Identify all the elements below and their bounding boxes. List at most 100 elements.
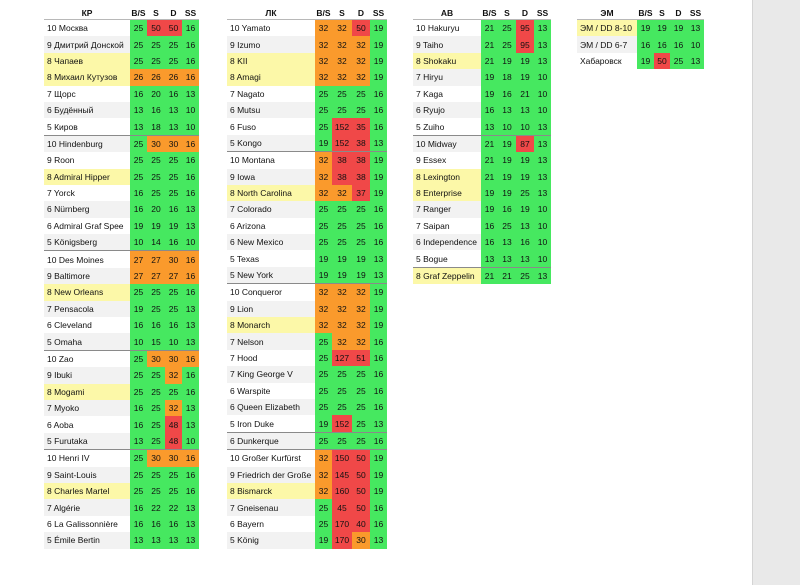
value-cell: 27 (147, 250, 165, 268)
value-cell: 21 (481, 52, 498, 70)
value-cell: 16 (516, 234, 534, 251)
value-cell: 16 (182, 134, 199, 153)
value-cell: 32 (315, 168, 332, 185)
value-cell: 32 (315, 449, 332, 467)
value-cell: 19 (516, 52, 534, 70)
class-header: ЛК (227, 6, 315, 20)
value-cell: 13 (182, 85, 199, 102)
ship-name: 5 Émile Bertin (44, 532, 130, 549)
value-cell: 10 (534, 101, 551, 119)
value-cell: 25 (130, 19, 147, 37)
value-cell: 25 (147, 432, 165, 450)
value-cell: 25 (130, 482, 147, 500)
value-cell: 25 (315, 349, 332, 367)
value-cell: 16 (182, 152, 199, 169)
ship-row: 10 Hakuryu 21 25 95 13 (413, 19, 551, 37)
value-cell: 16 (370, 382, 387, 399)
value-cell: 16 (481, 217, 498, 235)
ship-name: 5 Zuiho (416, 121, 445, 132)
column-header: D (165, 6, 182, 20)
value-cell: 25 (332, 101, 352, 119)
ship-row: 9 Lion 32 32 32 19 (227, 300, 387, 318)
value-cell: 38 (332, 168, 352, 185)
ship-row: 6 Warspite 25 25 25 16 (227, 382, 387, 399)
value-cell: 25 (147, 300, 165, 318)
ship-row: 9 Taiho 21 25 95 13 (413, 36, 551, 53)
ship-name: 5 Kongo (227, 134, 315, 152)
ship-name: 7 Algérie (44, 499, 130, 516)
value-cell: 19 (315, 134, 332, 152)
value-cell: 152 (332, 134, 352, 152)
value-cell: 16 (370, 201, 387, 218)
value-cell: 19 (481, 184, 498, 202)
value-cell: 25 (498, 217, 516, 235)
value-cell: 13 (182, 515, 199, 533)
ship-name: 5 König (227, 532, 315, 549)
value-cell: 16 (182, 349, 199, 368)
ship-row: 5 Zuiho 13 10 10 13 (413, 118, 551, 136)
value-cell: 16 (130, 499, 147, 516)
ship-name: 9 Izumo (227, 36, 315, 53)
ship-row: 6 Admiral Graf Spee 19 19 19 13 (44, 217, 199, 235)
ship-row: 9 Iowa 32 38 38 19 (227, 168, 387, 185)
value-cell: 16 (637, 36, 654, 53)
value-cell: 25 (332, 85, 352, 102)
value-cell: 32 (165, 399, 182, 417)
value-cell: 16 (182, 36, 199, 53)
value-cell: 16 (165, 201, 182, 218)
value-cell: 13 (130, 118, 147, 136)
value-cell: 16 (182, 466, 199, 483)
value-cell: 25 (315, 101, 332, 119)
value-cell: 95 (516, 19, 534, 37)
ship-row: 8 Shokaku 21 19 19 13 (413, 52, 551, 70)
value-cell: 19 (481, 69, 498, 86)
value-cell: 25 (315, 382, 332, 399)
value-cell: 32 (332, 69, 352, 86)
value-cell: 25 (147, 482, 165, 500)
ship-row: 10 Midway 21 19 87 13 (413, 134, 551, 153)
ship-row: 7 Saipan 16 25 13 10 (413, 217, 551, 235)
value-cell: 16 (130, 317, 147, 334)
value-cell: 19 (370, 36, 387, 53)
ship-name: 5 New York (227, 266, 315, 284)
ship-row: 9 Essex 21 19 19 13 (413, 152, 551, 169)
value-cell: 13 (534, 152, 551, 169)
value-cell: 19 (332, 266, 352, 284)
value-cell: 45 (332, 499, 352, 516)
value-cell: 10 (534, 85, 551, 102)
ship-row: 8 Чапаев 25 25 25 16 (44, 52, 199, 70)
value-cell: 16 (370, 234, 387, 251)
value-cell: 19 (481, 201, 498, 218)
value-cell: 25 (130, 349, 147, 368)
value-cell: 25 (352, 201, 370, 218)
ship-name: 5 Omaha (44, 333, 130, 351)
value-cell: 19 (332, 250, 352, 267)
value-cell: 19 (498, 184, 516, 202)
value-cell: 15 (147, 333, 165, 351)
value-cell: 150 (332, 449, 352, 467)
value-cell: 19 (370, 482, 387, 500)
ship-name: 8 Enterprise (413, 184, 481, 202)
value-cell: 19 (165, 217, 182, 235)
ship-row: 7 Gneisenau 25 45 50 16 (227, 499, 387, 516)
value-cell: 16 (182, 449, 199, 467)
ship-name: 9 Ibuki (44, 367, 130, 384)
ship-name: 9 Essex (416, 155, 447, 166)
value-cell: 30 (165, 134, 182, 153)
value-cell: 32 (315, 466, 332, 483)
ship-row: 5 König 19 170 30 13 (227, 532, 387, 549)
value-cell: 19 (637, 52, 654, 70)
value-cell: 16 (370, 349, 387, 367)
value-cell: 50 (352, 466, 370, 483)
value-cell: 10 (534, 250, 551, 268)
value-cell: 51 (352, 349, 370, 367)
class-header: АВ (413, 6, 481, 20)
column-header: B/S (637, 6, 654, 20)
ship-name: 9 Taiho (413, 36, 481, 53)
value-cell: 16 (370, 118, 387, 135)
value-cell: 13 (165, 532, 182, 549)
value-cell: 32 (352, 52, 370, 70)
ship-row: 6 Ryujo 16 13 13 10 (413, 101, 551, 119)
ship-row: 8 Admiral Hipper 25 25 25 16 (44, 168, 199, 185)
destroyers-table: ЭМ B/S S D SS ЭМ / DD 8-10 19 19 19 13 ЭМ / DD 6-7… (577, 6, 704, 70)
